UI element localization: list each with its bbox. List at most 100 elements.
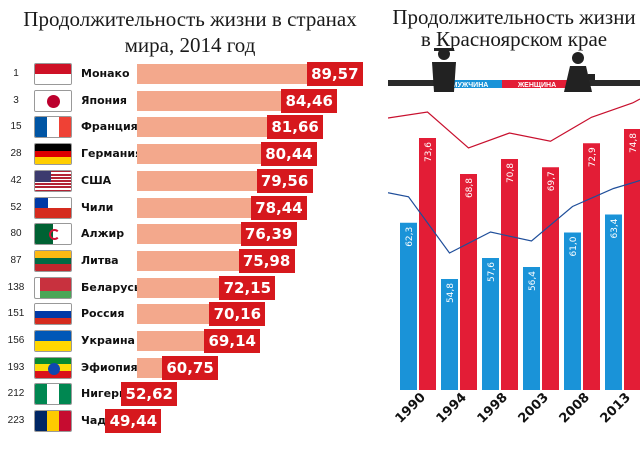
country-label: Эфиопия <box>81 360 138 374</box>
value-bar <box>137 64 361 84</box>
value-label: 89,57 <box>306 62 363 86</box>
rank-label: 42 <box>10 174 22 186</box>
bar-men <box>564 232 581 390</box>
bar-women-value: 73,6 <box>424 142 434 162</box>
year-label: 2003 <box>516 390 552 426</box>
bar-women-value: 69,7 <box>547 171 557 191</box>
women-trend-line <box>388 98 640 149</box>
bar-men-value: 56,4 <box>528 271 538 291</box>
value-label: 81,66 <box>267 115 324 140</box>
value-label: 52,62 <box>121 382 178 407</box>
value-label: 69,14 <box>204 329 261 353</box>
value-label: 84,46 <box>281 88 338 113</box>
country-row: 151 Россия 70,16 <box>0 302 380 327</box>
woman-head <box>572 52 584 64</box>
value-label: 60,75 <box>162 355 219 380</box>
bar-women <box>419 138 436 390</box>
rank-label: 1 <box>13 68 19 79</box>
left-chart-title: Продолжительность жизни в странах мира, … <box>23 7 357 57</box>
country-row: 28 Германия 80,44 <box>0 142 380 167</box>
bar-women <box>460 174 477 390</box>
year-label: 1990 <box>393 390 429 426</box>
algeria-flag <box>34 223 72 246</box>
value-label: 75,98 <box>238 248 295 273</box>
year-label: 1994 <box>434 390 470 426</box>
value-label: 80,44 <box>260 142 317 167</box>
bar-men <box>400 222 417 390</box>
man-hat <box>434 48 454 51</box>
germany-flag <box>34 143 72 166</box>
men-trend-line <box>388 179 640 254</box>
legend-men-label: МУЖЧИНА <box>452 82 489 89</box>
nigeria-flag <box>34 383 72 406</box>
country-label: Франция <box>81 120 138 134</box>
country-label: США <box>81 173 112 187</box>
bar-men <box>482 258 499 390</box>
value-label: 79,56 <box>256 168 313 193</box>
right-chart-title: Продолжительность жизни в Красноярском к… <box>392 5 636 51</box>
country-label: Литва <box>81 253 119 267</box>
belarus-flag <box>34 276 72 299</box>
bar-men-value: 54,8 <box>446 283 456 303</box>
bar-women-value: 68,8 <box>465 178 475 198</box>
usa-flag <box>34 169 72 192</box>
ukraine-flag <box>34 330 72 352</box>
country-row: 156 Украина 69,14 <box>0 329 380 353</box>
rank-label: 212 <box>7 388 25 400</box>
country-row: 138 Беларусь 72,15 <box>0 275 380 300</box>
value-label: 76,39 <box>240 222 297 247</box>
country-label: Япония <box>81 93 127 107</box>
country-row: 42 США 79,56 <box>0 168 380 193</box>
bar-men <box>441 279 458 390</box>
country-row: 15 Франция 81,66 <box>0 115 380 140</box>
country-label: Нигерия <box>81 387 134 401</box>
country-row: 80 Алжир 76,39 <box>0 222 380 247</box>
country-label: Беларусь <box>81 280 141 294</box>
bar-men <box>605 214 622 390</box>
bar-women-value: 70,8 <box>506 163 516 183</box>
woman-bag <box>588 74 595 80</box>
country-label: Чили <box>81 200 114 214</box>
bar-women <box>583 143 600 390</box>
rank-label: 87 <box>10 254 22 266</box>
country-label: Германия <box>81 147 143 161</box>
rank-label: 151 <box>7 308 25 320</box>
man-body <box>432 62 456 92</box>
chile-flag <box>34 196 72 219</box>
bar-men-value: 63,4 <box>610 218 620 238</box>
country-row: 193 Эфиопия 60,75 <box>0 355 380 380</box>
krasnoyarsk-life-expectancy-chart: МУЖЧИНА ЖЕНЩИНА 62,3 73,6 1990 54,8 68,8 1994 57… <box>388 48 640 426</box>
country-label: Россия <box>81 307 125 321</box>
rank-label: 156 <box>7 335 25 346</box>
country-row: 52 Чили 78,44 <box>0 195 380 220</box>
bar-men-value: 61,0 <box>569 236 579 256</box>
country-row: 223 Чад 49,44 <box>0 409 380 434</box>
value-label: 49,44 <box>105 409 162 434</box>
rank-label: 193 <box>7 361 25 373</box>
rank-label: 15 <box>10 121 22 133</box>
value-label: 70,16 <box>209 302 266 327</box>
woman-body <box>564 66 592 92</box>
woman-silhouette-icon <box>564 52 595 92</box>
bar-women-value: 72,9 <box>588 147 598 167</box>
bar-women <box>542 167 559 390</box>
chad-flag <box>34 410 72 433</box>
bar-women <box>501 159 518 390</box>
year-label: 2013 <box>598 390 634 426</box>
rank-label: 28 <box>10 148 22 160</box>
country-label: Украина <box>81 334 135 347</box>
bar-men <box>523 267 540 390</box>
rank-label: 3 <box>13 94 19 106</box>
value-label: 78,44 <box>250 195 307 220</box>
legend-women-swatch <box>502 80 572 88</box>
lithuania-flag <box>34 249 72 272</box>
rank-label: 52 <box>10 201 22 213</box>
monaco-flag <box>34 63 72 85</box>
country-label: Чад <box>81 414 107 428</box>
country-row: 212 Нигерия 52,62 <box>0 382 380 407</box>
country-label: Монако <box>81 67 130 80</box>
bar-women-value: 74,8 <box>629 133 639 153</box>
japan-flag <box>34 89 72 112</box>
russia-flag <box>34 303 72 326</box>
country-row: 3 Япония 84,46 <box>0 88 380 113</box>
